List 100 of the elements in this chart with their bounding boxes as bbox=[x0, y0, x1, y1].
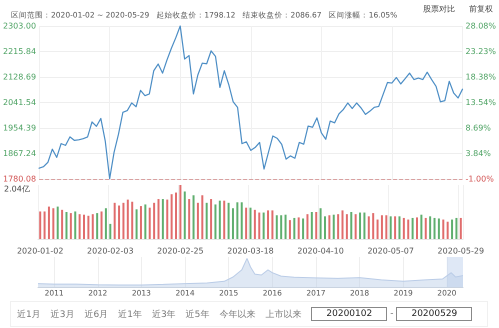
y-tick-label: 1954.39 bbox=[2, 124, 36, 132]
bar bbox=[385, 215, 388, 239]
bar bbox=[254, 210, 256, 239]
x-tick-label: 2020-01-02 bbox=[16, 246, 64, 256]
text: 近3月 bbox=[50, 308, 74, 320]
bar bbox=[188, 199, 190, 239]
bar bbox=[372, 213, 374, 239]
bar bbox=[359, 212, 362, 239]
bar bbox=[83, 214, 86, 239]
bar bbox=[126, 200, 129, 239]
bar bbox=[87, 216, 90, 239]
bar bbox=[70, 213, 72, 239]
bar bbox=[368, 216, 370, 239]
y-tick-label: 2303.00 bbox=[2, 22, 36, 30]
bar bbox=[320, 208, 322, 239]
bar bbox=[131, 202, 134, 239]
bar bbox=[48, 206, 50, 239]
bar bbox=[56, 206, 59, 239]
bar bbox=[104, 208, 107, 239]
text: 股票对比 bbox=[423, 4, 455, 14]
bar bbox=[245, 208, 248, 239]
bar bbox=[153, 202, 156, 239]
bar bbox=[39, 211, 42, 239]
text: 前复权 bbox=[469, 4, 493, 14]
x-tick-label: 2020-05-07 bbox=[367, 246, 414, 256]
bar bbox=[148, 208, 151, 239]
y2-tick-label: 3.84% bbox=[465, 149, 492, 158]
bar bbox=[228, 202, 230, 239]
bar bbox=[166, 200, 168, 239]
bar bbox=[332, 214, 335, 239]
bar bbox=[328, 215, 330, 239]
bar bbox=[342, 210, 344, 239]
y2-tick-label: -1.00% bbox=[465, 174, 494, 184]
bar bbox=[420, 214, 422, 239]
bar bbox=[390, 216, 392, 239]
text: 近5年 bbox=[186, 308, 210, 320]
bar bbox=[175, 192, 178, 239]
bar bbox=[236, 202, 238, 239]
bar bbox=[298, 217, 300, 239]
text: 近3年 bbox=[152, 308, 176, 320]
bar bbox=[271, 210, 274, 239]
bar bbox=[451, 220, 454, 239]
bar bbox=[346, 214, 348, 239]
bar bbox=[302, 218, 304, 239]
line-series bbox=[38, 25, 464, 180]
bar bbox=[157, 199, 160, 239]
bar bbox=[100, 211, 103, 239]
bar bbox=[455, 218, 458, 239]
x-tick-label: 2020-02-25 bbox=[157, 246, 204, 256]
x-tick-label: 2020-05-29 bbox=[438, 246, 484, 256]
bar bbox=[214, 204, 216, 239]
text: 今年以来 bbox=[219, 308, 256, 320]
y-tick-label: 2128.69 bbox=[2, 72, 36, 82]
bar bbox=[218, 200, 221, 239]
bar bbox=[416, 217, 418, 239]
bar bbox=[162, 199, 164, 239]
text: - bbox=[390, 309, 394, 319]
bar bbox=[380, 215, 383, 239]
text: 20200102 bbox=[311, 307, 388, 321]
bar bbox=[293, 218, 296, 239]
bar bbox=[442, 220, 444, 239]
bar bbox=[398, 216, 400, 239]
y2-tick-label: 18.38% bbox=[465, 72, 496, 82]
bar bbox=[354, 214, 357, 239]
bar bbox=[74, 211, 76, 239]
y2-tick-label: 23.23% bbox=[465, 47, 496, 56]
bar bbox=[412, 218, 414, 239]
bar bbox=[306, 214, 308, 239]
bar bbox=[250, 208, 252, 239]
bar bbox=[446, 222, 449, 239]
bar bbox=[424, 218, 427, 239]
bar bbox=[280, 215, 282, 239]
bar bbox=[179, 185, 182, 239]
text: 近6月 bbox=[84, 308, 108, 320]
bar bbox=[122, 202, 124, 239]
bar bbox=[460, 218, 462, 239]
bar bbox=[170, 194, 173, 239]
bar bbox=[109, 224, 112, 239]
bar bbox=[429, 216, 432, 239]
y-tick-label: 1780.08 bbox=[2, 174, 36, 184]
text: 近1年 bbox=[118, 308, 142, 320]
bar bbox=[96, 213, 98, 239]
bar bbox=[223, 200, 226, 239]
y-tick-label: 2215.84 bbox=[2, 47, 36, 56]
text: 2.04亿 bbox=[4, 184, 30, 194]
bar bbox=[262, 212, 265, 239]
y2-tick-label: 13.54% bbox=[465, 98, 496, 107]
bar bbox=[140, 206, 142, 239]
bar bbox=[118, 206, 120, 239]
bar bbox=[288, 220, 291, 239]
bar bbox=[376, 220, 379, 239]
y-tick-label: 2041.54 bbox=[2, 98, 36, 107]
bar bbox=[144, 204, 146, 239]
bar bbox=[276, 215, 278, 239]
text: 上市以来 bbox=[265, 308, 302, 320]
bar bbox=[201, 195, 204, 239]
bar bbox=[407, 220, 410, 239]
bar bbox=[78, 214, 81, 239]
y2-tick-label: 8.69% bbox=[465, 124, 492, 133]
bar bbox=[310, 212, 313, 239]
